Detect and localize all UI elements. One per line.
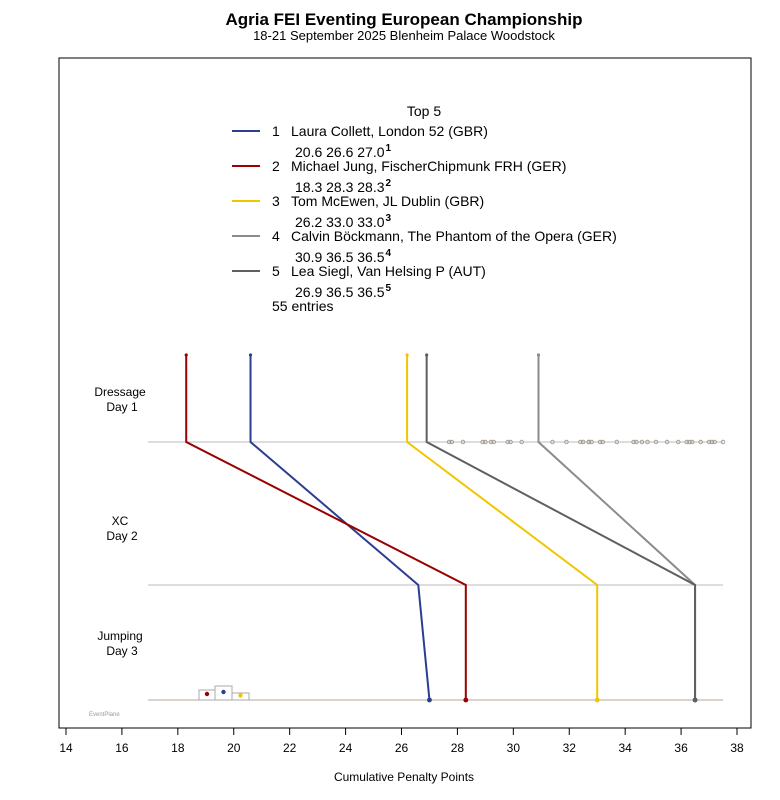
legend-rank-superscript: 1 bbox=[386, 143, 392, 154]
other-entry-point bbox=[712, 439, 717, 445]
phase-day: Day 1 bbox=[106, 400, 138, 414]
podium-medal bbox=[221, 689, 226, 695]
other-entry-point bbox=[634, 439, 639, 445]
other-entry-point bbox=[480, 439, 485, 445]
legend-rank-superscript: 2 bbox=[386, 178, 392, 189]
legend-rank: 2 bbox=[272, 158, 280, 174]
x-tick-label: 34 bbox=[618, 741, 632, 755]
other-entry-point bbox=[491, 439, 496, 445]
other-entry-point bbox=[488, 439, 494, 445]
phase-name: Dressage bbox=[94, 385, 146, 399]
legend-name: Lea Siegl, Van Helsing P (AUT) bbox=[291, 263, 486, 279]
other-entry-point bbox=[519, 439, 524, 445]
x-tick-label: 26 bbox=[395, 741, 409, 755]
legend-rank: 3 bbox=[272, 193, 280, 209]
phase-day: Day 2 bbox=[106, 529, 138, 543]
legend-name: Michael Jung, FischerChipmunk FRH (GER) bbox=[291, 158, 566, 174]
other-entry-point bbox=[597, 439, 603, 445]
other-entry-point bbox=[483, 439, 488, 445]
other-entry-point bbox=[706, 439, 712, 445]
x-tick-label: 28 bbox=[451, 741, 465, 755]
legend-rank-superscript: 4 bbox=[386, 248, 392, 259]
x-tick-label: 30 bbox=[507, 741, 521, 755]
series-line-2 bbox=[185, 355, 467, 700]
other-entry-point bbox=[645, 439, 650, 445]
watermark: EventPlane bbox=[89, 712, 120, 718]
phase-name: Jumping bbox=[97, 629, 142, 643]
other-entry-point bbox=[690, 439, 695, 445]
other-entry-point bbox=[684, 439, 689, 445]
other-entry-point bbox=[505, 439, 510, 445]
other-entry-point bbox=[564, 439, 569, 445]
x-tick-label: 20 bbox=[227, 741, 241, 755]
series-final-point bbox=[427, 697, 432, 703]
legend-rank-superscript: 3 bbox=[386, 213, 392, 224]
podium-medal bbox=[204, 691, 210, 697]
other-entry-point bbox=[460, 439, 466, 445]
series-line-4 bbox=[537, 355, 697, 700]
legend-scores: 20.6 26.6 27.0 bbox=[295, 144, 385, 160]
legend-scores: 18.3 28.3 28.3 bbox=[295, 179, 385, 195]
other-entry-point bbox=[550, 439, 555, 445]
series-final-point bbox=[463, 697, 469, 703]
other-entry-point bbox=[589, 439, 594, 445]
series-start-point bbox=[184, 353, 188, 357]
legend-rank: 1 bbox=[272, 123, 280, 139]
series-final-point bbox=[594, 697, 600, 703]
x-tick-label: 36 bbox=[674, 741, 688, 755]
x-axis-label: Cumulative Penalty Points bbox=[334, 770, 474, 784]
series-line-1 bbox=[249, 355, 431, 701]
series-final-point bbox=[692, 697, 698, 703]
legend-name: Tom McEwen, JL Dublin (GBR) bbox=[291, 193, 484, 209]
podium-medal bbox=[238, 693, 243, 698]
other-entry-point bbox=[664, 439, 670, 445]
series-start-point bbox=[248, 353, 253, 357]
chart-title: Agria FEI Eventing European Championship bbox=[225, 10, 582, 29]
other-entry-point bbox=[653, 439, 659, 445]
legend-scores: 26.9 36.5 36.5 bbox=[295, 284, 385, 300]
other-entry-point bbox=[709, 439, 715, 445]
other-entry-point bbox=[639, 439, 645, 445]
other-entry-point bbox=[631, 439, 636, 445]
other-entry-point bbox=[586, 439, 592, 445]
other-entry-point bbox=[449, 439, 455, 445]
other-entry-point bbox=[720, 439, 726, 445]
series-start-point bbox=[536, 353, 541, 357]
phase-day: Day 3 bbox=[106, 644, 138, 658]
series-line-3 bbox=[406, 355, 599, 700]
x-tick-label: 18 bbox=[171, 741, 185, 755]
other-entry-point bbox=[600, 439, 605, 445]
legend-title: Top 5 bbox=[407, 103, 441, 119]
chart-subtitle: 18-21 September 2025 Blenheim Palace Woo… bbox=[253, 28, 555, 43]
other-entry-point bbox=[614, 439, 619, 445]
legend-rank-superscript: 5 bbox=[386, 283, 392, 294]
other-entry-point bbox=[508, 439, 513, 445]
other-entry-point bbox=[578, 439, 583, 445]
x-tick-label: 22 bbox=[283, 741, 297, 755]
other-entry-point bbox=[687, 439, 692, 445]
series-start-point bbox=[425, 353, 429, 357]
x-tick-label: 24 bbox=[339, 741, 353, 755]
legend-scores: 30.9 36.5 36.5 bbox=[295, 249, 385, 265]
series-start-point bbox=[405, 353, 409, 357]
legend-scores: 26.2 33.0 33.0 bbox=[295, 214, 385, 230]
legend-name: Calvin Böckmann, The Phantom of the Oper… bbox=[291, 228, 617, 244]
series-line-5 bbox=[425, 355, 697, 700]
phase-name: XC bbox=[112, 514, 129, 528]
other-entry-point bbox=[698, 439, 703, 445]
legend-rank: 5 bbox=[272, 263, 280, 279]
other-entry-point bbox=[676, 439, 681, 445]
x-tick-label: 38 bbox=[730, 741, 744, 755]
x-tick-label: 16 bbox=[115, 741, 129, 755]
x-tick-label: 32 bbox=[563, 741, 577, 755]
other-entry-point bbox=[581, 439, 586, 445]
legend-name: Laura Collett, London 52 (GBR) bbox=[291, 123, 488, 139]
other-entry-point bbox=[446, 439, 452, 445]
x-tick-label: 14 bbox=[59, 741, 73, 755]
legend-rank: 4 bbox=[272, 228, 280, 244]
entries-count: 55 entries bbox=[272, 298, 333, 314]
